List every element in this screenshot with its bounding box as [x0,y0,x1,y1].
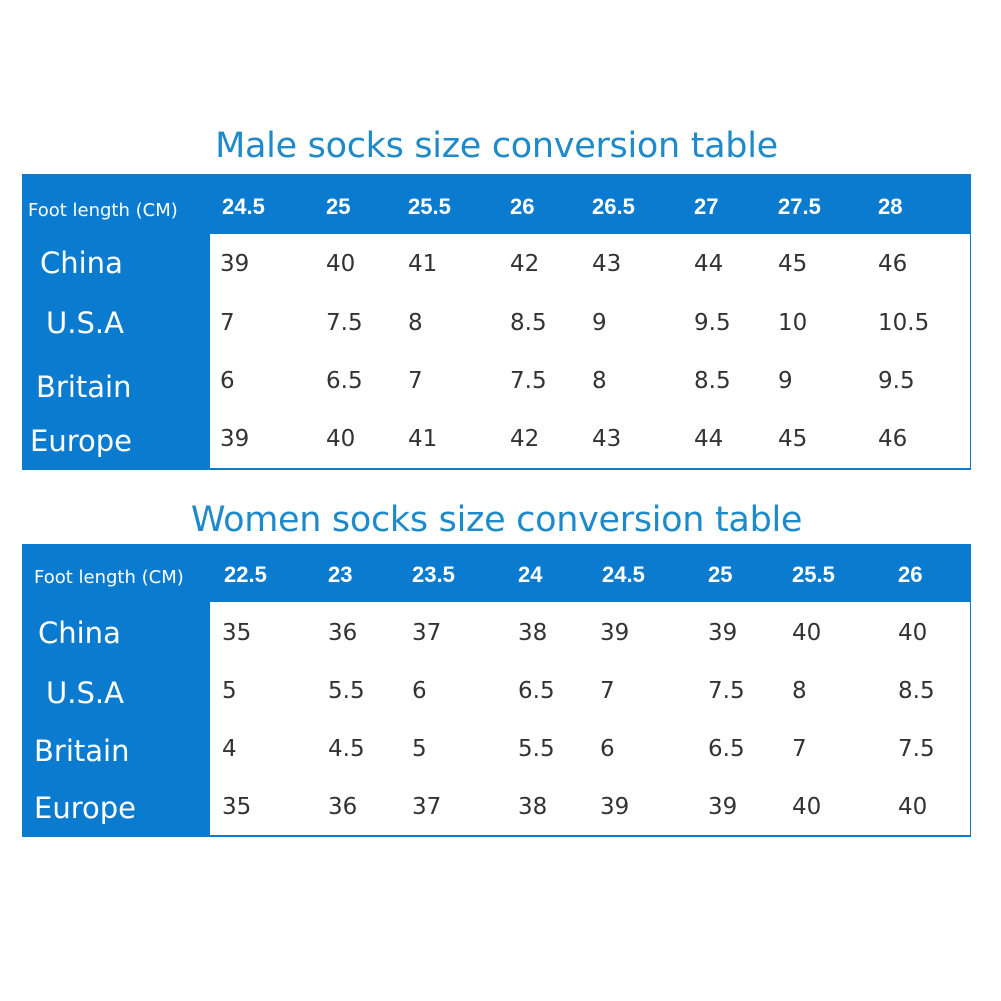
male-row-label-china: China [40,246,123,280]
women-cell: 39 [708,794,738,820]
male-cell: 7.5 [326,310,363,336]
male-col-header: 24.5 [222,194,265,219]
women-cell: 6.5 [518,678,555,704]
women-cell: 7.5 [898,736,935,762]
women-cell: 39 [600,620,630,646]
women-col-header: 25 [708,562,733,587]
women-col-header: 26 [898,562,923,587]
women-cell: 36 [328,794,358,820]
women-cell: 37 [412,794,442,820]
women-cell: 40 [792,620,822,646]
male-col-header: 25 [326,194,351,219]
male-cell: 7 [220,310,235,336]
male-cell: 40 [326,426,356,452]
women-col-header: 24.5 [602,562,645,587]
male-size-table: Foot length (CM) 24.5 25 25.5 26 26.5 27… [22,174,971,470]
women-size-table: Foot length (CM) 22.5 23 23.5 24 24.5 25… [22,544,971,837]
male-values-area [210,234,970,468]
women-cell: 40 [898,794,928,820]
male-col-header: 27.5 [778,194,821,219]
women-cell: 35 [222,620,252,646]
male-col-header: 26.5 [592,194,635,219]
male-cell: 41 [408,426,438,452]
male-cell: 6.5 [326,368,363,394]
women-cell: 6.5 [708,736,745,762]
women-cell: 7 [600,678,615,704]
male-cell: 7.5 [510,368,547,394]
male-cell: 6 [220,368,235,394]
women-col-header: 25.5 [792,562,835,587]
women-cell: 5.5 [328,678,365,704]
male-cell: 42 [510,426,540,452]
male-col-header: 28 [878,194,903,219]
male-col-header: 27 [694,194,719,219]
women-cell: 6 [412,678,427,704]
women-row-label-china: China [38,616,121,650]
women-cell: 35 [222,794,252,820]
women-cell: 6 [600,736,615,762]
male-table-title: Male socks size conversion table [215,126,778,166]
male-row-label-usa: U.S.A [46,306,124,340]
women-cell: 4.5 [328,736,365,762]
male-cell: 44 [694,251,724,277]
women-cell: 7 [792,736,807,762]
women-cell: 8.5 [898,678,935,704]
male-cell: 39 [220,251,250,277]
male-cell: 46 [878,251,908,277]
male-cell: 40 [326,251,356,277]
women-col-header: 23 [328,562,353,587]
male-cell: 43 [592,426,622,452]
male-cell: 43 [592,251,622,277]
male-cell: 9.5 [878,368,915,394]
women-size-block: Women socks size conversion table Foot l… [22,494,971,840]
women-values-area [210,602,970,835]
male-cell: 45 [778,426,808,452]
male-cell: 41 [408,251,438,277]
male-cell: 42 [510,251,540,277]
women-col-header: 24 [518,562,543,587]
male-col-header: 25.5 [408,194,451,219]
male-row-label-europe: Europe [30,424,132,458]
women-cell: 40 [898,620,928,646]
women-header-label: Foot length (CM) [34,567,184,588]
women-cell: 5 [222,678,237,704]
women-row-label-europe: Europe [34,791,136,825]
women-cell: 5.5 [518,736,555,762]
male-cell: 46 [878,426,908,452]
male-cell: 39 [220,426,250,452]
male-cell: 9.5 [694,310,731,336]
male-cell: 44 [694,426,724,452]
male-col-header: 26 [510,194,535,219]
women-table-title: Women socks size conversion table [190,500,803,540]
male-cell: 8 [592,368,607,394]
women-cell: 8 [792,678,807,704]
male-cell: 9 [778,368,793,394]
male-cell: 8.5 [694,368,731,394]
women-cell: 4 [222,736,237,762]
women-cell: 37 [412,620,442,646]
women-col-header: 22.5 [224,562,267,587]
women-cell: 39 [600,794,630,820]
male-cell: 10.5 [878,310,930,336]
women-row-label-britain: Britain [34,734,130,768]
male-cell: 8.5 [510,310,547,336]
male-cell: 8 [408,310,423,336]
women-cell: 40 [792,794,822,820]
male-header-label: Foot length (CM) [28,200,178,221]
women-row-label-usa: U.S.A [46,676,124,710]
male-cell: 45 [778,251,808,277]
women-cell: 36 [328,620,358,646]
male-row-label-britain: Britain [36,370,132,404]
women-cell: 7.5 [708,678,745,704]
male-size-block: Male socks size conversion table Foot le… [22,120,971,470]
women-cell: 38 [518,620,548,646]
women-cell: 39 [708,620,738,646]
male-cell: 9 [592,310,607,336]
women-col-header: 23.5 [412,562,455,587]
women-cell: 5 [412,736,427,762]
women-cell: 38 [518,794,548,820]
male-cell: 7 [408,368,423,394]
male-cell: 10 [778,310,808,336]
